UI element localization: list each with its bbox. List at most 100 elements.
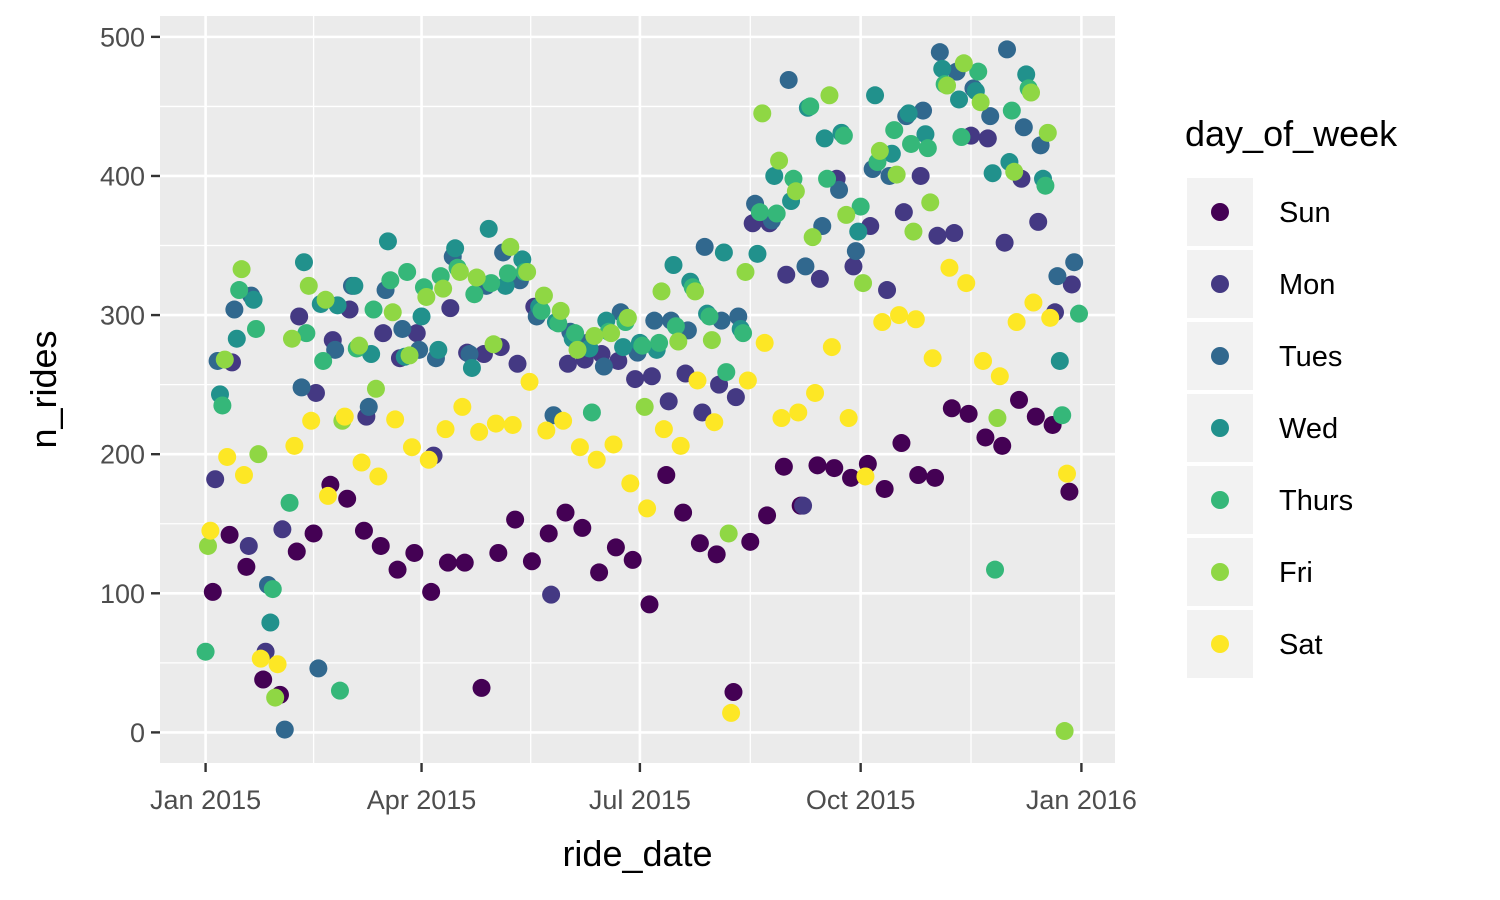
data-point bbox=[398, 262, 417, 281]
data-point bbox=[998, 40, 1017, 59]
data-point bbox=[316, 290, 335, 309]
data-point bbox=[885, 121, 904, 140]
data-point bbox=[916, 125, 935, 144]
data-point bbox=[198, 536, 217, 555]
data-point bbox=[520, 372, 539, 391]
data-point bbox=[849, 222, 868, 241]
data-point bbox=[290, 307, 309, 326]
data-point bbox=[227, 329, 246, 348]
legend-item-sat: Sat bbox=[1187, 610, 1323, 678]
data-point bbox=[582, 403, 601, 422]
series-fri bbox=[198, 54, 1074, 741]
data-point bbox=[635, 397, 654, 416]
data-point bbox=[801, 97, 820, 116]
data-point bbox=[1055, 722, 1074, 741]
legend-label: Tues bbox=[1279, 341, 1342, 373]
data-point bbox=[450, 262, 469, 281]
data-point bbox=[657, 466, 676, 485]
data-point bbox=[292, 378, 311, 397]
data-point bbox=[741, 532, 760, 551]
data-point bbox=[758, 506, 777, 525]
data-point bbox=[815, 129, 834, 148]
data-point bbox=[201, 521, 220, 540]
data-point bbox=[1070, 304, 1089, 323]
major-gridlines bbox=[160, 16, 1115, 763]
data-point bbox=[318, 486, 337, 505]
data-point bbox=[719, 524, 738, 543]
data-point bbox=[808, 456, 827, 475]
legend-title: day_of_week bbox=[1185, 113, 1398, 154]
data-point bbox=[407, 324, 426, 343]
data-point bbox=[645, 311, 664, 330]
series-sat bbox=[201, 258, 1077, 722]
data-point bbox=[750, 203, 769, 222]
data-point bbox=[206, 470, 225, 489]
data-point bbox=[899, 104, 918, 123]
data-point bbox=[460, 345, 479, 364]
data-point bbox=[465, 285, 484, 304]
legend-item-wed: Wed bbox=[1187, 394, 1338, 462]
data-point bbox=[249, 445, 268, 464]
data-point bbox=[940, 258, 959, 277]
data-point bbox=[230, 281, 249, 300]
data-point bbox=[225, 300, 244, 319]
y-axis: 0 100 200 300 400 500 bbox=[100, 22, 160, 748]
data-point bbox=[640, 595, 659, 614]
data-point bbox=[366, 379, 385, 398]
data-point bbox=[213, 396, 232, 415]
data-point bbox=[1041, 308, 1060, 327]
data-point bbox=[909, 466, 928, 485]
data-point bbox=[309, 659, 328, 678]
data-point bbox=[587, 450, 606, 469]
data-point bbox=[722, 703, 741, 722]
legend-item-thurs: Thurs bbox=[1187, 466, 1353, 534]
data-point bbox=[854, 274, 873, 293]
data-point bbox=[957, 274, 976, 293]
data-point bbox=[642, 367, 661, 386]
data-point bbox=[522, 552, 541, 571]
data-point bbox=[218, 447, 237, 466]
data-point bbox=[498, 264, 517, 283]
data-points bbox=[196, 40, 1089, 741]
data-point bbox=[726, 388, 745, 407]
data-point bbox=[359, 397, 378, 416]
data-point bbox=[1010, 390, 1029, 409]
data-point bbox=[777, 265, 796, 284]
data-point bbox=[618, 308, 637, 327]
data-point bbox=[830, 180, 849, 199]
data-point bbox=[330, 681, 349, 700]
data-point bbox=[237, 557, 256, 576]
data-point bbox=[959, 404, 978, 423]
data-point bbox=[254, 670, 273, 689]
data-point bbox=[268, 655, 287, 674]
data-point bbox=[666, 317, 685, 336]
data-point bbox=[890, 306, 909, 325]
data-point bbox=[834, 126, 853, 145]
data-point bbox=[926, 468, 945, 487]
data-point bbox=[486, 414, 505, 433]
data-point bbox=[866, 86, 885, 105]
data-point bbox=[354, 521, 373, 540]
data-point bbox=[894, 203, 913, 222]
data-point bbox=[1029, 212, 1048, 231]
data-point bbox=[446, 239, 465, 258]
data-point bbox=[556, 503, 575, 522]
data-point bbox=[794, 496, 813, 515]
data-point bbox=[748, 244, 767, 263]
x-tick-label: Apr 2015 bbox=[367, 785, 477, 815]
data-point bbox=[419, 450, 438, 469]
data-point bbox=[755, 333, 774, 352]
data-point bbox=[438, 553, 457, 572]
data-point bbox=[467, 268, 486, 287]
data-point bbox=[671, 436, 690, 455]
data-point bbox=[914, 101, 933, 120]
data-point bbox=[930, 43, 949, 62]
data-point bbox=[633, 336, 652, 355]
data-point bbox=[736, 262, 755, 281]
data-point bbox=[302, 411, 321, 430]
data-point bbox=[369, 467, 388, 486]
data-point bbox=[436, 420, 455, 439]
data-point bbox=[969, 62, 988, 81]
data-point bbox=[902, 134, 921, 153]
data-point bbox=[1048, 267, 1067, 286]
